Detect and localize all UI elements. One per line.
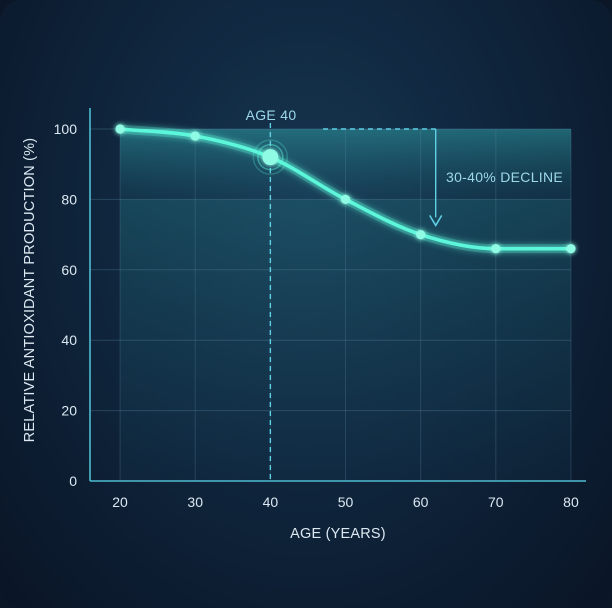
series-layer	[115, 124, 576, 254]
highlight-point	[262, 149, 279, 166]
data-point	[491, 244, 501, 254]
x-tick-label: 50	[338, 494, 354, 510]
y-tick-label: 0	[69, 473, 77, 489]
data-point	[416, 230, 426, 240]
highlight-ring-inner	[257, 143, 284, 171]
decline-label: 30-40% DECLINE	[446, 169, 563, 185]
y-tick-label: 60	[61, 262, 77, 278]
y-tick-label: 100	[54, 121, 78, 137]
decline-arrow-head	[429, 214, 443, 227]
data-point	[190, 131, 200, 141]
data-point	[340, 194, 351, 204]
label-layer: AGE (YEARS) RELATIVE ANTIOXIDANT PRODUCT…	[22, 107, 563, 542]
y-tick-label: 20	[61, 403, 77, 419]
shaded-band-high	[120, 129, 571, 200]
x-tick-label: 20	[112, 494, 128, 510]
y-axis-title: RELATIVE ANTIOXIDANT PRODUCTION (%)	[22, 138, 38, 443]
x-tick-label: 30	[187, 494, 203, 510]
x-tick-label: 60	[413, 494, 429, 510]
age-marker-label: AGE 40	[246, 107, 297, 123]
y-tick-label: 80	[61, 191, 77, 207]
x-tick-label: 40	[263, 494, 279, 510]
data-point	[566, 244, 576, 254]
y-tick-label: 40	[61, 332, 77, 348]
highlight-ring-outer	[252, 139, 289, 175]
axis-layer: 0 20 40 60 80 100 20 30 40 50 60 70 80	[54, 108, 586, 510]
annotation-layer	[269, 123, 443, 481]
x-tick-label: 80	[563, 494, 579, 510]
x-axis-title: AGE (YEARS)	[290, 526, 386, 542]
data-point	[115, 124, 125, 134]
x-tick-label: 70	[488, 494, 504, 510]
